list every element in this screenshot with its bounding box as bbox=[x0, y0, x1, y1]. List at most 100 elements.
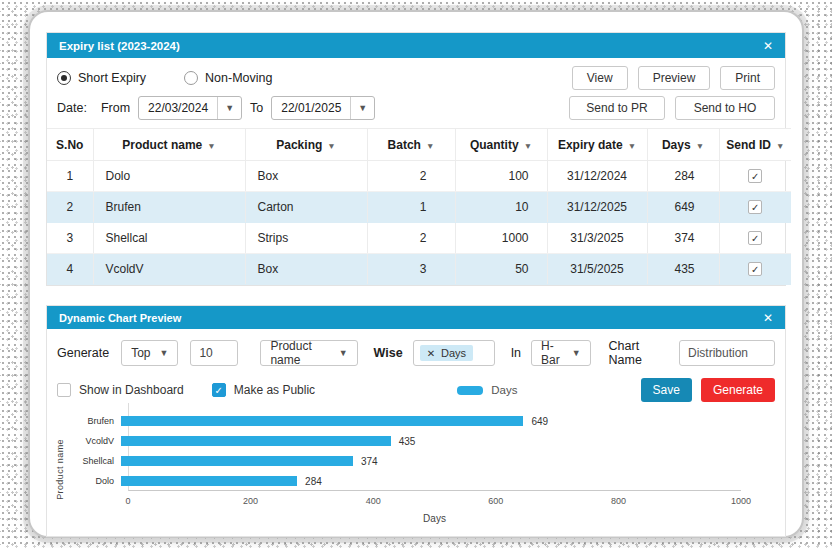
sort-chevron-icon: ▼ bbox=[776, 141, 784, 151]
legend-label: Days bbox=[491, 384, 517, 396]
table-row: 2BrufenCarton11031/12/2025649✓ bbox=[47, 192, 791, 223]
col-product-name[interactable]: Product name▼ bbox=[93, 129, 245, 161]
date-to-select[interactable]: 22/01/2025 ▼ bbox=[271, 96, 375, 120]
table-cell-send-id: ✓ bbox=[719, 254, 791, 285]
chart-category-label: Dolo bbox=[69, 476, 121, 486]
chart-bar bbox=[121, 416, 523, 426]
col-sno: S.No bbox=[47, 129, 93, 161]
table-row: 4VcoldVBox35031/5/2025435✓ bbox=[47, 254, 791, 285]
table-cell: 3 bbox=[47, 223, 93, 254]
bar-value-label: 649 bbox=[531, 416, 548, 427]
chevron-down-icon: ▼ bbox=[159, 348, 168, 358]
chart-panel-title: Dynamic Chart Preview bbox=[59, 312, 181, 324]
bar-value-label: 374 bbox=[361, 456, 378, 467]
chart-bar-track: 435 bbox=[121, 436, 741, 446]
x-axis-tick: 0 bbox=[125, 496, 130, 506]
view-button[interactable]: View bbox=[572, 66, 628, 90]
table-cell: 1 bbox=[367, 192, 455, 223]
col-batch[interactable]: Batch▼ bbox=[367, 129, 455, 161]
preview-button[interactable]: Preview bbox=[638, 66, 711, 90]
sort-chevron-icon: ▼ bbox=[628, 141, 636, 151]
table-row: 3ShellcalStrips2100031/3/2025374✓ bbox=[47, 223, 791, 254]
table-cell: 4 bbox=[47, 254, 93, 285]
table-cell: 1 bbox=[47, 161, 93, 192]
col-days[interactable]: Days▼ bbox=[647, 129, 719, 161]
table-header-row: S.No Product name▼ Packing▼ Batch▼ Quant… bbox=[47, 129, 791, 161]
close-icon[interactable]: ✕ bbox=[763, 40, 773, 52]
table-cell: 10 bbox=[455, 192, 547, 223]
field-select[interactable]: Product name ▼ bbox=[260, 340, 357, 366]
checkbox-checked-icon[interactable]: ✓ bbox=[212, 383, 226, 397]
col-packing[interactable]: Packing▼ bbox=[245, 129, 367, 161]
generate-label: Generate bbox=[57, 346, 109, 360]
expiry-list-panel: Expiry list (2023-2024) ✕ Short Expiry N… bbox=[46, 32, 786, 286]
table-cell: VcoldV bbox=[93, 254, 245, 285]
table-cell: 100 bbox=[455, 161, 547, 192]
sort-chevron-icon: ▼ bbox=[524, 141, 532, 151]
chart-legend: Days bbox=[343, 384, 631, 396]
table-cell: 2 bbox=[367, 161, 455, 192]
dynamic-chart-panel: Dynamic Chart Preview ✕ Generate Top ▼ P… bbox=[46, 305, 786, 537]
chevron-down-icon: ▼ bbox=[572, 348, 581, 358]
table-cell: Shellcal bbox=[93, 223, 245, 254]
wise-tag-input[interactable]: ✕ Days bbox=[413, 340, 495, 366]
table-cell: Box bbox=[245, 161, 367, 192]
wise-label: Wise bbox=[374, 346, 403, 360]
col-expiry-date[interactable]: Expiry date▼ bbox=[547, 129, 647, 161]
bar-value-label: 284 bbox=[305, 476, 322, 487]
table-cell: Brufen bbox=[93, 192, 245, 223]
table-cell: 2 bbox=[367, 223, 455, 254]
chart-rows: Brufen649VcoldV435Shellcal374Dolo284 bbox=[69, 411, 741, 491]
make-as-public-label: Make as Public bbox=[234, 383, 315, 397]
expiry-panel-title: Expiry list (2023-2024) bbox=[59, 40, 180, 52]
chart-name-input[interactable] bbox=[679, 340, 775, 366]
radio-short-expiry[interactable]: Short Expiry bbox=[57, 71, 146, 85]
send-id-checkbox[interactable]: ✓ bbox=[748, 231, 762, 245]
chart-bar-row: Dolo 284 bbox=[69, 471, 741, 491]
table-cell-send-id: ✓ bbox=[719, 223, 791, 254]
send-id-checkbox[interactable]: ✓ bbox=[748, 262, 762, 276]
bar-value-label: 435 bbox=[399, 436, 416, 447]
date-from-select[interactable]: 22/03/2024 ▼ bbox=[138, 96, 242, 120]
table-cell: 374 bbox=[647, 223, 719, 254]
radio-unselected-icon bbox=[184, 71, 198, 85]
send-to-ho-button[interactable]: Send to HO bbox=[675, 96, 775, 120]
chart-bar-track: 374 bbox=[121, 456, 741, 466]
print-button[interactable]: Print bbox=[720, 66, 775, 90]
send-to-pr-button[interactable]: Send to PR bbox=[569, 96, 665, 120]
chart-type-select[interactable]: H-Bar ▼ bbox=[531, 340, 590, 366]
count-input[interactable] bbox=[190, 340, 238, 366]
app-window: Expiry list (2023-2024) ✕ Short Expiry N… bbox=[28, 10, 804, 538]
send-id-checkbox[interactable]: ✓ bbox=[748, 200, 762, 214]
table-cell-send-id: ✓ bbox=[719, 192, 791, 223]
col-quantity[interactable]: Quantity▼ bbox=[455, 129, 547, 161]
top-select[interactable]: Top ▼ bbox=[121, 340, 178, 366]
checkbox-unchecked-icon[interactable] bbox=[57, 383, 71, 397]
send-id-checkbox[interactable]: ✓ bbox=[748, 169, 762, 183]
chart-category-label: Shellcal bbox=[69, 456, 121, 466]
remove-tag-icon[interactable]: ✕ bbox=[427, 348, 435, 359]
table-cell: Dolo bbox=[93, 161, 245, 192]
make-as-public-option[interactable]: ✓ Make as Public bbox=[212, 383, 315, 397]
table-cell: Box bbox=[245, 254, 367, 285]
close-icon[interactable]: ✕ bbox=[763, 312, 773, 324]
radio-non-moving[interactable]: Non-Moving bbox=[184, 71, 272, 85]
radio-selected-icon bbox=[57, 71, 71, 85]
date-to-value: 22/01/2025 bbox=[281, 101, 341, 115]
chart-name-label: Chart Name bbox=[609, 339, 669, 367]
chart-bar bbox=[121, 476, 297, 486]
col-send-id[interactable]: Send ID▼ bbox=[719, 129, 791, 161]
x-axis-tick: 1000 bbox=[731, 496, 751, 506]
table-cell: 2 bbox=[47, 192, 93, 223]
generate-button[interactable]: Generate bbox=[701, 378, 775, 402]
sort-chevron-icon: ▼ bbox=[207, 141, 215, 151]
save-button[interactable]: Save bbox=[641, 378, 692, 402]
radio-non-moving-label: Non-Moving bbox=[205, 71, 272, 85]
x-axis: 02004006008001000 bbox=[128, 495, 741, 509]
chart-bar-row: Brufen649 bbox=[69, 411, 741, 431]
expiry-panel-header: Expiry list (2023-2024) ✕ bbox=[47, 33, 785, 58]
table-cell: 649 bbox=[647, 192, 719, 223]
show-in-dashboard-option[interactable]: Show in Dashboard bbox=[57, 383, 184, 397]
show-in-dashboard-label: Show in Dashboard bbox=[79, 383, 184, 397]
table-cell: 3 bbox=[367, 254, 455, 285]
